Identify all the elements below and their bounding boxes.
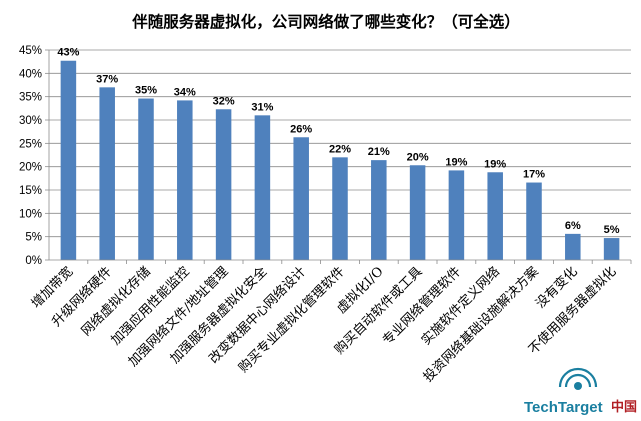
brand-region-label: 中国 xyxy=(611,399,637,415)
bar xyxy=(565,233,581,260)
y-tick-label: 40% xyxy=(19,68,42,80)
bar xyxy=(332,157,348,260)
bar xyxy=(487,172,503,260)
bars xyxy=(60,60,620,261)
chart-title: 伴随服务器虚拟化，公司网络做了哪些变化？（可全选） xyxy=(131,12,520,31)
bar-value-label: 32% xyxy=(213,95,235,107)
bar-value-label: 19% xyxy=(445,156,467,168)
value-labels: 43% 37% 35% 34% 32% 31% 26% 22% 21% 20% 19% 19% 17% 6… xyxy=(57,47,619,236)
bar xyxy=(371,160,387,260)
bar xyxy=(603,238,620,260)
bar xyxy=(409,165,426,260)
y-tick-label: 15% xyxy=(19,185,42,197)
bar xyxy=(177,100,193,261)
bar xyxy=(60,60,77,260)
y-tick-label: 25% xyxy=(19,138,42,150)
bar-value-label: 17% xyxy=(523,169,545,181)
y-tick-label: 20% xyxy=(19,162,42,174)
y-tick-label: 5% xyxy=(25,232,42,244)
bar xyxy=(526,182,542,260)
bar xyxy=(215,109,232,261)
y-axis: 0% 5% 10% 15% 20% 25% 30% 35% 40% 45% xyxy=(19,45,50,267)
y-tick-label: 0% xyxy=(25,255,42,267)
bar-value-label: 6% xyxy=(565,220,581,232)
bar-value-label: 31% xyxy=(251,101,273,113)
bar-value-label: 22% xyxy=(329,143,351,155)
techtarget-target-icon xyxy=(558,367,598,390)
y-tick-label: 35% xyxy=(19,92,42,104)
bar-value-label: 5% xyxy=(604,224,620,236)
bar-value-label: 21% xyxy=(368,146,390,158)
bar-value-label: 19% xyxy=(484,158,506,170)
bar-value-label: 43% xyxy=(57,47,79,59)
bar xyxy=(293,137,309,260)
bar-value-label: 35% xyxy=(135,85,157,97)
bar xyxy=(254,115,271,260)
y-tick-label: 45% xyxy=(19,45,42,57)
bar xyxy=(99,87,115,260)
bar-value-label: 34% xyxy=(174,86,196,98)
bar-value-label: 26% xyxy=(290,123,312,135)
bar-value-label: 37% xyxy=(96,73,118,85)
bar xyxy=(138,98,154,261)
bar-value-label: 20% xyxy=(407,151,429,163)
bar xyxy=(448,170,465,260)
techtarget-wordmark: TechTarget xyxy=(524,399,603,416)
y-tick-label: 30% xyxy=(19,115,42,127)
techtarget-logo: TechTarget 中国 xyxy=(524,367,637,416)
y-tick-label: 10% xyxy=(19,208,42,220)
